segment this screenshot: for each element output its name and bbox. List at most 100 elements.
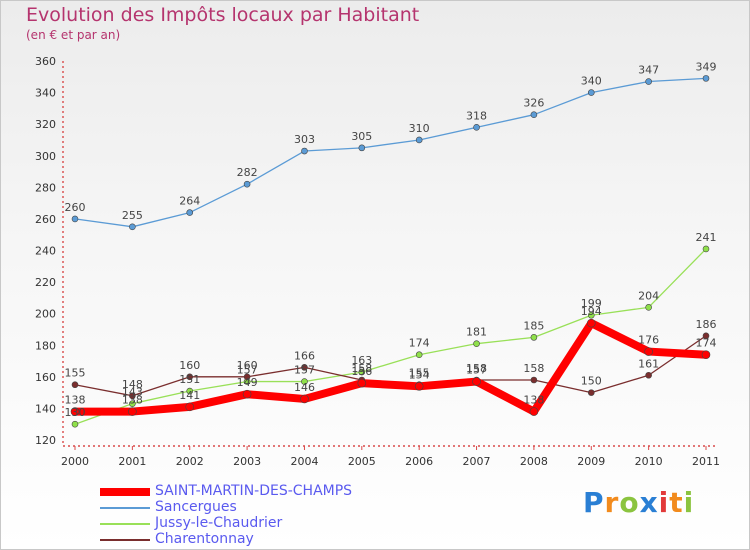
logo-letter: t [669,486,684,519]
data-point [473,340,480,347]
data-label: 157 [466,364,487,377]
data-label: 148 [122,378,143,391]
legend-swatch [100,488,150,496]
data-label: 158 [466,362,487,375]
logo-letter: o [619,486,640,519]
data-label: 282 [237,166,258,179]
data-label: 143 [122,386,143,399]
data-point [71,381,79,389]
data-point [530,111,538,118]
logo-letter: i [683,486,695,519]
data-label: 155 [65,367,86,380]
data-point [301,147,308,155]
data-point [129,223,136,231]
data-point [300,394,309,404]
y-tick-label: 220 [35,276,56,289]
data-point [414,382,424,391]
data-label: 194 [581,305,602,318]
data-label: 130 [65,406,86,419]
data-label: 264 [179,195,200,208]
x-tick-label: 2007 [463,455,491,468]
data-label: 149 [237,376,258,389]
data-point [529,407,539,416]
data-point [473,124,480,131]
logo-letter: P [583,486,605,519]
data-point [71,420,79,428]
data-point [186,373,194,381]
data-label: 146 [294,381,315,394]
data-label: 347 [638,64,659,77]
logo-letter: i [658,486,670,519]
logo-letter: x [639,486,659,519]
data-label: 158 [351,362,372,375]
data-point [415,351,423,359]
data-label: 260 [65,201,86,214]
series-line-0 [71,319,710,416]
data-label: 176 [638,334,659,347]
series-line-2 [74,248,707,425]
data-point [301,364,308,371]
data-label: 150 [581,375,602,388]
data-point [70,407,80,416]
x-tick-label: 2010 [635,455,663,468]
data-label: 138 [523,394,544,407]
legend-swatch [100,539,150,541]
y-tick-label: 120 [35,434,56,447]
data-label: 174 [696,337,717,350]
data-label: 199 [581,297,602,310]
data-point [129,392,136,400]
data-label: 155 [409,367,430,380]
data-point [186,209,194,216]
data-label: 174 [409,337,430,350]
data-label: 303 [294,133,315,146]
x-tick-label: 2009 [577,455,605,468]
data-label: 156 [351,365,372,378]
y-tick-label: 340 [35,87,56,100]
data-label: 138 [122,394,143,407]
data-point [702,245,710,253]
data-point [530,334,538,341]
y-tick-label: 300 [35,150,56,163]
data-label: 151 [179,373,200,386]
data-point [358,144,366,152]
data-label: 163 [351,354,372,367]
y-tick-label: 160 [35,371,56,384]
y-tick-label: 280 [35,181,56,194]
data-point [185,402,195,412]
data-label: 186 [696,318,717,331]
data-point [186,387,194,395]
data-label: 181 [466,326,487,339]
x-tick-label: 2001 [118,455,146,468]
data-point [587,311,595,319]
data-label: 340 [581,75,602,88]
legend-label: Jussy-le-Chaudrier [155,515,283,531]
legend-swatch [100,523,150,525]
data-label: 305 [351,130,372,143]
y-tick-label: 320 [35,118,56,131]
data-points [70,75,711,428]
data-label: 255 [122,209,143,222]
data-point [128,407,137,416]
data-point [645,304,652,311]
data-point [71,215,79,223]
data-label: 185 [523,319,544,332]
series-line-1 [74,77,707,228]
x-tick-label: 2006 [405,455,433,468]
data-point [301,378,308,385]
legend-label: SAINT-MARTIN-DES-CHAMPS [155,483,353,499]
x-tick-label: 2008 [520,455,548,468]
data-point [586,318,596,328]
data-label: 160 [237,359,258,372]
data-label: 138 [65,394,86,407]
data-point [701,350,711,360]
data-point [644,347,653,356]
x-tick-label: 2000 [61,455,89,468]
proxiti-logo: Proxiti [583,486,694,519]
legend-label: Charentonnay [155,531,254,547]
y-tick-label: 180 [35,339,56,352]
x-tick-label: 2005 [348,455,376,468]
y-tick-label: 240 [35,245,56,258]
